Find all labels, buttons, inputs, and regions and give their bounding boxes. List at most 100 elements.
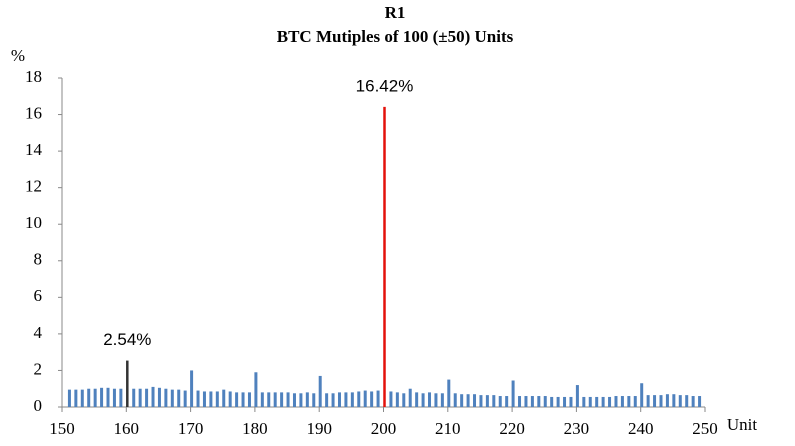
bar — [202, 391, 206, 407]
bar — [485, 395, 489, 407]
bar — [151, 386, 155, 407]
bar — [363, 390, 367, 407]
bar — [383, 106, 386, 407]
x-tick-label: 230 — [564, 419, 590, 438]
bar — [164, 388, 168, 407]
bar — [492, 395, 496, 407]
bar — [119, 388, 123, 407]
bar — [614, 396, 618, 407]
bar — [608, 396, 612, 407]
value-label: 16.42% — [356, 76, 414, 95]
bar — [215, 391, 219, 407]
x-tick-label: 200 — [371, 419, 397, 438]
bar — [126, 360, 129, 407]
bar — [575, 385, 579, 407]
bar — [659, 395, 663, 407]
y-tick-label: 4 — [34, 323, 43, 342]
bar — [601, 396, 605, 407]
bar — [653, 395, 657, 407]
bar — [563, 396, 567, 407]
bar — [620, 396, 624, 407]
bar — [190, 370, 194, 407]
bar — [112, 388, 116, 407]
x-tick-label: 170 — [178, 419, 204, 438]
x-tick-label: 240 — [628, 419, 654, 438]
y-tick-label: 18 — [25, 67, 42, 86]
bar — [691, 396, 695, 407]
bar — [267, 392, 271, 407]
bar — [350, 392, 354, 407]
bar — [305, 392, 309, 407]
bar — [286, 392, 290, 407]
bar — [344, 392, 348, 407]
bar — [80, 389, 84, 407]
bar — [530, 396, 534, 407]
bar — [505, 396, 509, 407]
bar — [415, 392, 419, 407]
bar — [376, 390, 380, 407]
bar — [440, 393, 444, 407]
y-axis-label: % — [11, 46, 25, 65]
bar — [595, 396, 599, 407]
bar — [640, 383, 644, 407]
bar — [138, 388, 142, 407]
bar — [518, 396, 522, 407]
bar — [74, 389, 78, 407]
y-tick-label: 12 — [25, 177, 42, 196]
bar — [254, 372, 258, 407]
bar — [678, 395, 682, 407]
bar — [235, 392, 239, 407]
bar — [698, 396, 702, 407]
bar — [106, 387, 110, 407]
bar — [260, 392, 264, 407]
bar — [685, 395, 689, 407]
bar — [100, 387, 104, 407]
bar — [67, 389, 71, 407]
bar — [466, 394, 470, 407]
bar — [402, 393, 406, 407]
bar — [665, 394, 669, 407]
bar — [511, 380, 515, 407]
x-tick-label: 250 — [692, 419, 718, 438]
bar — [228, 391, 232, 407]
bar — [337, 392, 341, 407]
bar — [132, 388, 136, 407]
bar — [672, 394, 676, 407]
bar — [292, 393, 296, 407]
bar — [473, 394, 477, 407]
bar — [241, 392, 245, 407]
chart-title: R1 — [385, 3, 406, 22]
y-tick-label: 2 — [34, 359, 43, 378]
bar — [299, 393, 303, 407]
bar — [588, 396, 592, 407]
bar — [447, 379, 451, 407]
x-tick-label: 220 — [499, 419, 525, 438]
bar — [170, 389, 174, 407]
bar — [196, 390, 200, 407]
bar — [318, 375, 322, 407]
bar — [550, 396, 554, 407]
x-tick-label: 160 — [114, 419, 140, 438]
bar — [222, 389, 226, 407]
bar — [556, 396, 560, 407]
bar — [479, 395, 483, 407]
bar — [453, 393, 457, 407]
bar — [395, 392, 399, 407]
bar — [434, 393, 438, 407]
bar — [183, 390, 187, 407]
bar — [280, 392, 284, 407]
bar — [460, 394, 464, 407]
bar — [177, 389, 181, 407]
value-label: 2.54% — [103, 330, 151, 349]
bar — [209, 391, 213, 407]
bar — [357, 391, 361, 407]
bar — [627, 396, 631, 407]
y-tick-label: 14 — [25, 140, 43, 159]
y-tick-label: 10 — [25, 213, 42, 232]
x-tick-label: 190 — [306, 419, 332, 438]
chart-subtitle: BTC Mutiples of 100 (±50) Units — [277, 27, 514, 46]
y-tick-label: 0 — [34, 396, 43, 415]
bar — [157, 387, 161, 407]
bar — [633, 396, 637, 407]
bar — [87, 388, 91, 407]
